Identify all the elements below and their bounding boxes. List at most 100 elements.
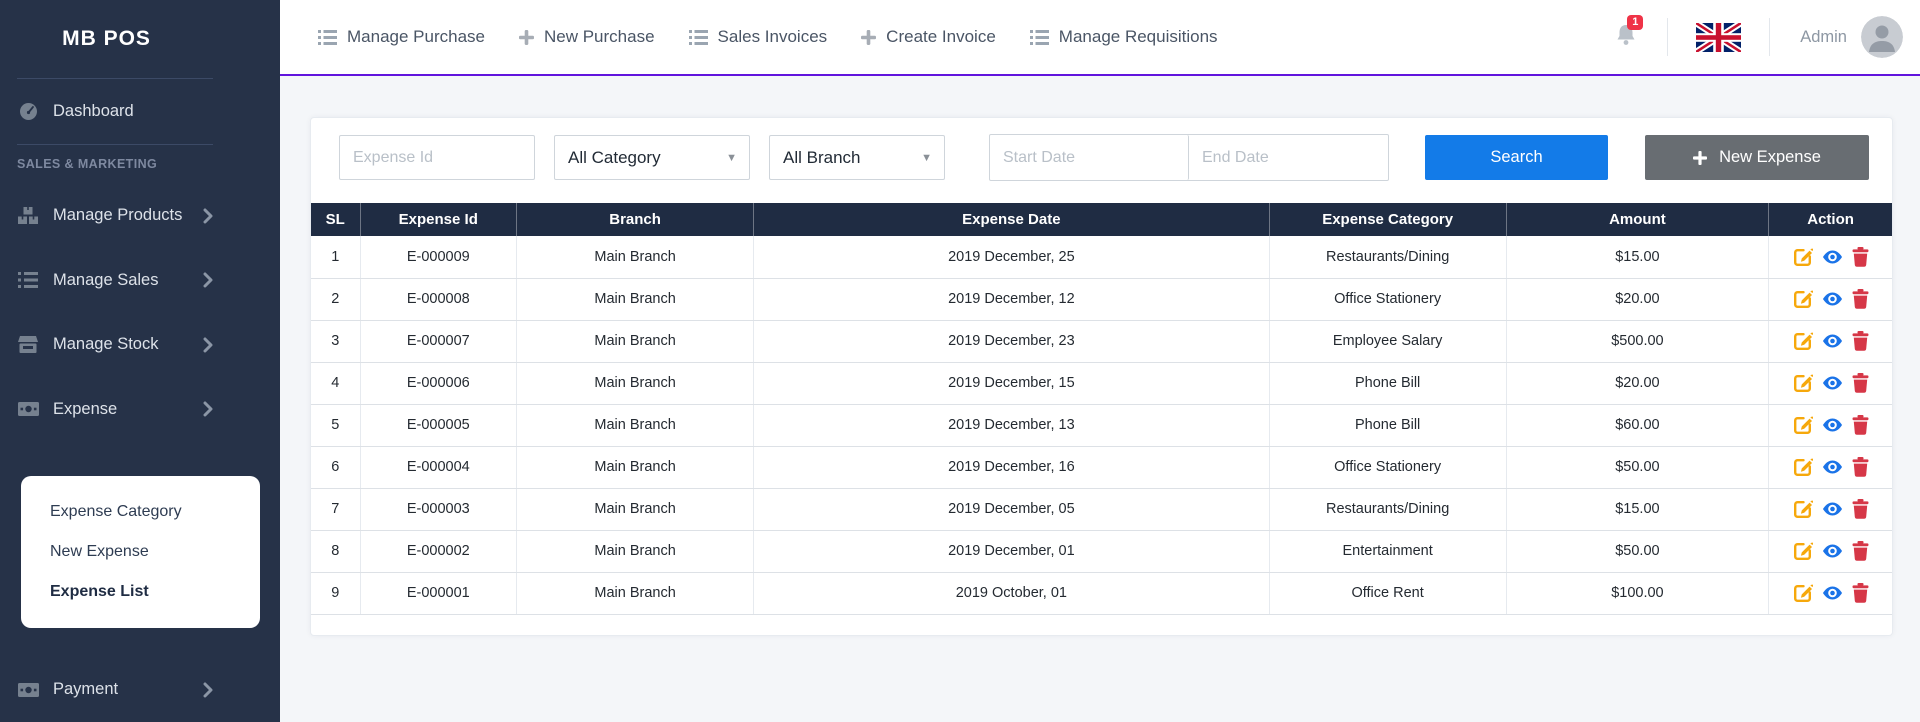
- uk-flag-icon[interactable]: [1696, 22, 1742, 52]
- delete-trash-icon[interactable]: [1852, 499, 1869, 519]
- cell-branch: Main Branch: [516, 530, 755, 573]
- cell-actions: [1768, 278, 1892, 321]
- edit-icon[interactable]: [1793, 583, 1813, 603]
- sidebar-item-label: Dashboard: [53, 102, 134, 121]
- edit-icon[interactable]: [1793, 457, 1813, 477]
- cell-branch: Main Branch: [516, 572, 755, 615]
- cell-expense-id: E-000007: [360, 320, 518, 363]
- cell-category: Office Stationery: [1269, 446, 1507, 489]
- cell-sl: 8: [311, 530, 361, 573]
- money-bill-icon: [17, 402, 39, 417]
- edit-icon[interactable]: [1793, 373, 1813, 393]
- edit-icon[interactable]: [1793, 541, 1813, 561]
- avatar[interactable]: [1861, 16, 1903, 58]
- cell-category: Entertainment: [1269, 530, 1507, 573]
- cell-branch: Main Branch: [516, 320, 755, 363]
- table-row: 7 E-000003 Main Branch 2019 December, 05…: [311, 488, 1892, 531]
- money-bill-icon: [17, 682, 39, 697]
- cell-expense-id: E-000001: [360, 572, 518, 615]
- new-expense-button[interactable]: New Expense: [1645, 135, 1869, 180]
- delete-trash-icon[interactable]: [1852, 373, 1869, 393]
- delete-trash-icon[interactable]: [1852, 457, 1869, 477]
- notifications-button[interactable]: 1: [1615, 14, 1644, 52]
- sidebar-item-label: Manage Stock: [53, 335, 159, 354]
- edit-icon[interactable]: [1793, 289, 1813, 309]
- view-eye-icon[interactable]: [1822, 374, 1843, 392]
- store-icon: [17, 336, 39, 354]
- cell-branch: Main Branch: [516, 404, 755, 447]
- expense-table-body: 1 E-000009 Main Branch 2019 December, 25…: [311, 236, 1892, 615]
- sidebar-item-manage-sales[interactable]: Manage Sales: [0, 248, 280, 313]
- chevron-right-icon: [203, 337, 213, 353]
- end-date-input[interactable]: [1189, 135, 1388, 180]
- view-eye-icon[interactable]: [1822, 542, 1843, 560]
- view-eye-icon[interactable]: [1822, 416, 1843, 434]
- cell-category: Office Stationery: [1269, 278, 1507, 321]
- sidebar-item-label: Manage Sales: [53, 270, 159, 289]
- user-menu-label[interactable]: Admin: [1800, 27, 1847, 46]
- view-eye-icon[interactable]: [1822, 332, 1843, 350]
- sidebar-item-manage-stock[interactable]: Manage Stock: [0, 313, 280, 378]
- cell-branch: Main Branch: [516, 278, 755, 321]
- sidebar-item-expense[interactable]: Expense: [0, 377, 280, 442]
- delete-trash-icon[interactable]: [1852, 331, 1869, 351]
- view-eye-icon[interactable]: [1822, 290, 1843, 308]
- table-row: 4 E-000006 Main Branch 2019 December, 15…: [311, 362, 1892, 405]
- cell-amount: $15.00: [1506, 488, 1770, 531]
- cell-actions: [1768, 530, 1892, 573]
- divider: [1667, 18, 1669, 56]
- submenu-item-new-expense[interactable]: New Expense: [50, 542, 149, 560]
- main-area: Manage Purchase New Purchase Sales Invoi…: [280, 0, 1920, 722]
- cell-amount: $500.00: [1506, 320, 1770, 363]
- topbar-link-manage-requisitions[interactable]: Manage Requisitions: [1029, 27, 1218, 47]
- submenu-item-expense-category[interactable]: Expense Category: [50, 502, 182, 520]
- view-eye-icon[interactable]: [1822, 248, 1843, 266]
- edit-icon[interactable]: [1793, 499, 1813, 519]
- cell-sl: 7: [311, 488, 361, 531]
- column-header-date: Expense Date: [753, 203, 1270, 236]
- topbar-link-label: Create Invoice: [886, 27, 996, 46]
- delete-trash-icon[interactable]: [1852, 415, 1869, 435]
- view-eye-icon[interactable]: [1822, 458, 1843, 476]
- topbar-link-new-purchase[interactable]: New Purchase: [518, 27, 655, 47]
- topbar-link-sales-invoices[interactable]: Sales Invoices: [688, 27, 827, 47]
- expense-submenu: Expense Category New Expense Expense Lis…: [21, 475, 260, 628]
- branch-select[interactable]: All Branch ▼: [769, 135, 945, 180]
- column-header-sl: SL: [311, 203, 361, 236]
- chevron-right-icon: [203, 272, 213, 288]
- table-row: 9 E-000001 Main Branch 2019 October, 01 …: [311, 572, 1892, 615]
- sidebar-item-dashboard[interactable]: Dashboard: [0, 79, 280, 144]
- sidebar-item-manage-products[interactable]: Manage Products: [0, 184, 280, 249]
- cell-date: 2019 December, 13: [753, 404, 1270, 447]
- view-eye-icon[interactable]: [1822, 500, 1843, 518]
- table-row: 8 E-000002 Main Branch 2019 December, 01…: [311, 530, 1892, 573]
- table-row: 5 E-000005 Main Branch 2019 December, 13…: [311, 404, 1892, 447]
- caret-down-icon: ▼: [726, 151, 737, 164]
- cell-actions: [1768, 404, 1892, 447]
- view-eye-icon[interactable]: [1822, 584, 1843, 602]
- start-date-input[interactable]: [990, 135, 1189, 180]
- cell-category: Employee Salary: [1269, 320, 1507, 363]
- sidebar-item-payment[interactable]: Payment: [0, 658, 280, 722]
- cell-category: Phone Bill: [1269, 404, 1507, 447]
- topbar-link-manage-purchase[interactable]: Manage Purchase: [318, 27, 485, 47]
- submenu-item-expense-list[interactable]: Expense List: [50, 582, 149, 600]
- delete-trash-icon[interactable]: [1852, 246, 1869, 267]
- cell-sl: 1: [311, 236, 361, 279]
- column-header-action: Action: [1768, 203, 1892, 236]
- search-button[interactable]: Search: [1425, 135, 1608, 180]
- expense-id-input[interactable]: [339, 135, 535, 180]
- delete-trash-icon[interactable]: [1852, 289, 1869, 309]
- topbar-link-create-invoice[interactable]: Create Invoice: [861, 27, 996, 47]
- cell-expense-id: E-000006: [360, 362, 518, 405]
- delete-trash-icon[interactable]: [1852, 541, 1869, 561]
- edit-icon[interactable]: [1793, 247, 1813, 267]
- edit-icon[interactable]: [1793, 415, 1813, 435]
- delete-trash-icon[interactable]: [1852, 583, 1869, 603]
- notification-badge: 1: [1627, 14, 1644, 30]
- sidebar: MB POS Dashboard SALES & MARKETING Manag…: [0, 0, 280, 722]
- edit-icon[interactable]: [1793, 331, 1813, 351]
- category-select[interactable]: All Category ▼: [554, 135, 750, 180]
- brand-logo[interactable]: MB POS: [62, 27, 151, 51]
